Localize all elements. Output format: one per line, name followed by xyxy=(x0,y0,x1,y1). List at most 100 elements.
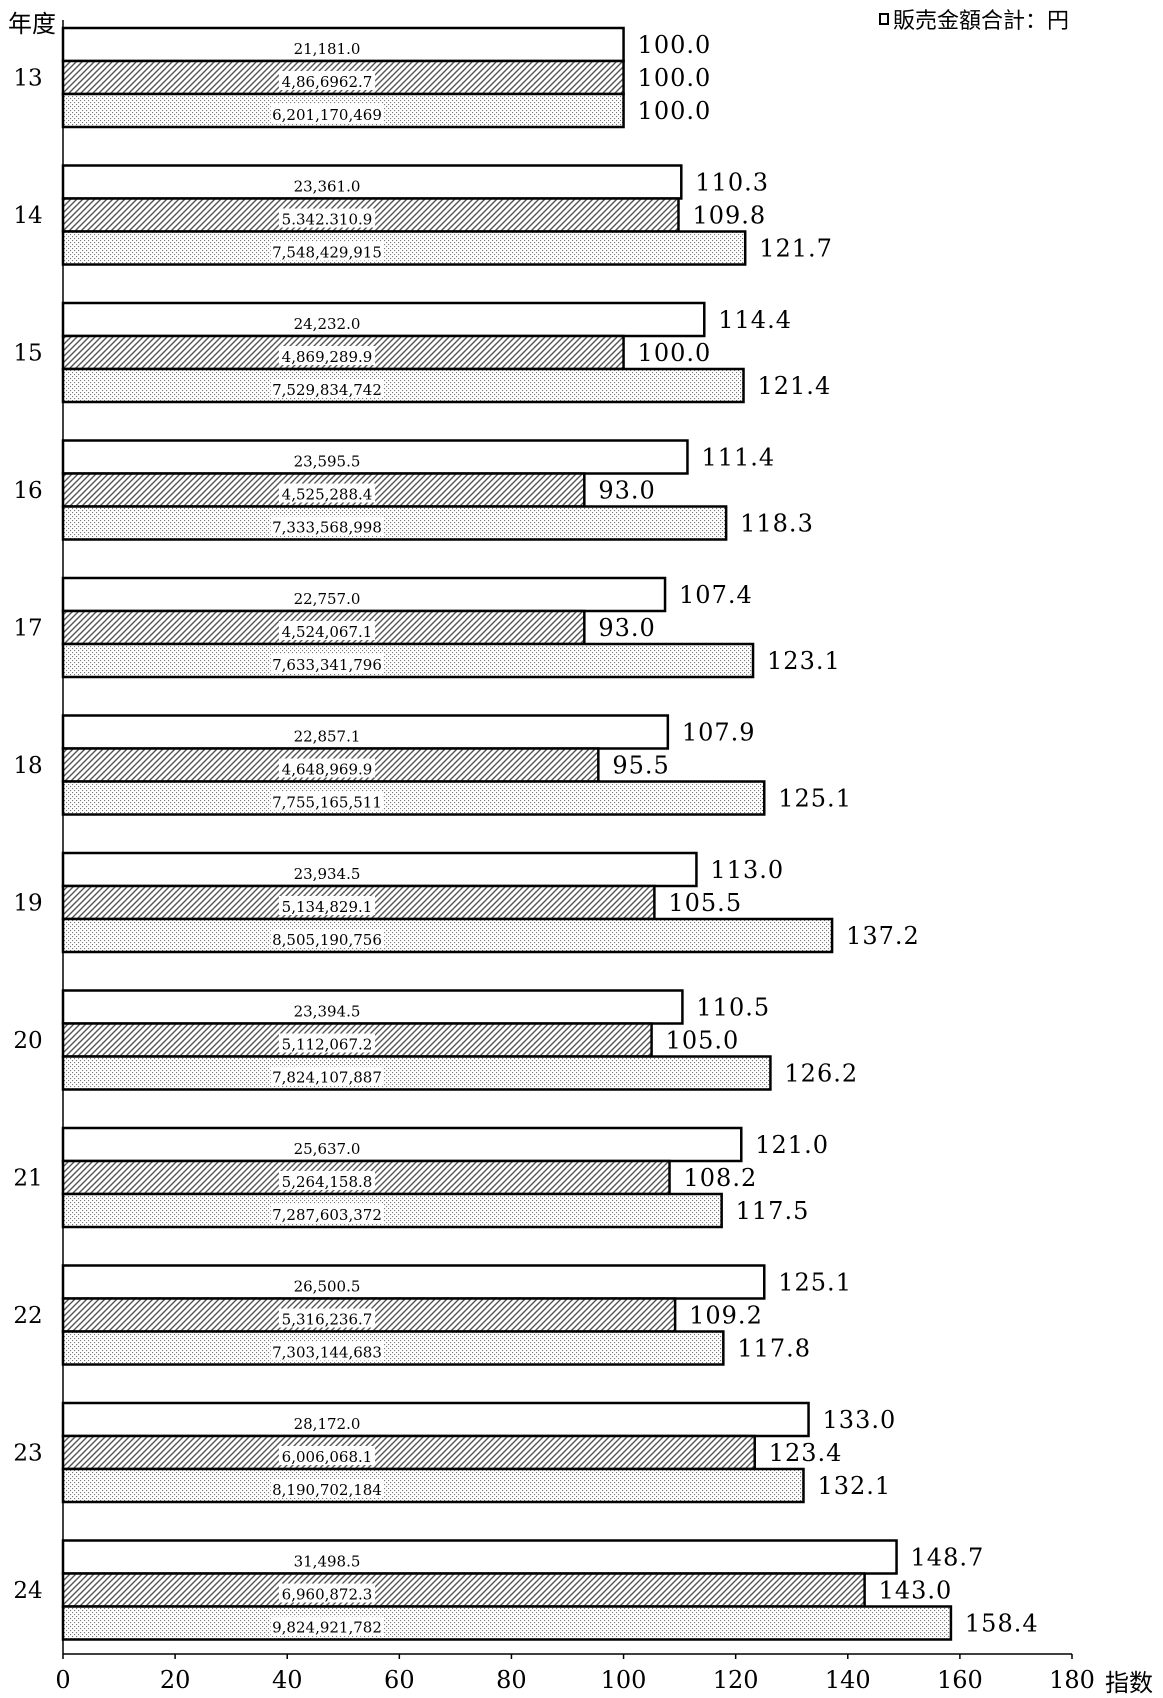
bar xyxy=(61,1401,810,1438)
y-tick-label: 22 xyxy=(13,1303,42,1329)
bar xyxy=(61,1192,723,1229)
bar-value-label: 107.9 xyxy=(682,719,756,747)
bar-inner-label: 7,303,144,683 xyxy=(272,1344,382,1362)
bar-value-label: 125.1 xyxy=(778,785,852,813)
bar-inner-label: 9,824,921,782 xyxy=(272,1619,382,1637)
data-label-background xyxy=(278,1308,376,1328)
data-label-background xyxy=(270,654,384,673)
bar-value-label: 93.0 xyxy=(598,614,655,642)
x-tick-label: 40 xyxy=(272,1666,303,1694)
bar-inner-label: 4,525,288.4 xyxy=(282,486,373,504)
bar-inner-label: 7,287,603,372 xyxy=(272,1206,382,1224)
bar xyxy=(61,576,667,613)
data-label-background xyxy=(291,1275,363,1295)
legend-label: 販売金額合計：円 xyxy=(893,9,1070,34)
x-tick-label: 160 xyxy=(937,1666,983,1694)
bar-value-label: 126.2 xyxy=(784,1060,858,1088)
bar-inner-label: 7,333,568,998 xyxy=(272,519,382,537)
data-label-background xyxy=(270,929,384,948)
y-tick-label: 14 xyxy=(13,203,42,229)
bar-inner-label: 7,824,107,887 xyxy=(272,1069,382,1087)
data-label-background xyxy=(270,1479,384,1498)
bar xyxy=(61,780,766,816)
legend: 販売金額合計：円 xyxy=(879,3,1069,35)
bar-value-label: 125.1 xyxy=(778,1269,852,1297)
bar xyxy=(61,1126,743,1163)
y-tick-label: 16 xyxy=(13,478,42,504)
data-label-background xyxy=(270,1616,384,1636)
bar-inner-label: 21,181.0 xyxy=(294,40,361,58)
bar-value-label: 158.4 xyxy=(965,1610,1039,1638)
bar-value-label: 110.3 xyxy=(695,169,769,197)
data-label-background xyxy=(270,379,384,398)
bar-inner-label: 6,960,872.3 xyxy=(282,1586,373,1604)
bar-value-label: 148.7 xyxy=(911,1544,985,1572)
data-label-background xyxy=(291,38,363,57)
legend-swatch xyxy=(879,13,889,25)
bar-inner-label: 5,112,067.2 xyxy=(282,1036,373,1054)
bar-inner-label: 4,86,6962.7 xyxy=(282,73,373,91)
data-label-background xyxy=(270,241,384,261)
bar-value-label: 105.0 xyxy=(666,1027,740,1055)
data-label-background xyxy=(291,1550,363,1570)
bar-value-label: 109.2 xyxy=(689,1302,763,1330)
y-tick-label: 21 xyxy=(13,1166,42,1192)
bar-inner-label: 23,394.5 xyxy=(294,1003,361,1021)
bar xyxy=(61,505,728,541)
data-label-background xyxy=(278,71,376,90)
data-label-background xyxy=(278,1171,376,1190)
data-label-background xyxy=(270,791,384,811)
bar-inner-label: 6,201,170,469 xyxy=(272,106,382,124)
bar-value-label: 117.5 xyxy=(736,1197,810,1225)
data-label-background xyxy=(278,1583,376,1603)
bar xyxy=(61,1264,766,1300)
bar-inner-label: 4,648,969.9 xyxy=(282,761,373,779)
bar-value-label: 111.4 xyxy=(701,444,775,472)
bar-inner-label: 6,006,068.1 xyxy=(282,1448,373,1466)
bar xyxy=(61,917,834,954)
y-tick-label: 18 xyxy=(13,753,42,779)
bar-inner-label: 26,500.5 xyxy=(294,1278,361,1296)
y-tick-label: 20 xyxy=(13,1028,42,1054)
bar-inner-label: 23,361.0 xyxy=(294,178,361,196)
bar xyxy=(61,989,684,1025)
bar-value-label: 110.5 xyxy=(696,994,770,1022)
bar-inner-label: 4,524,067.1 xyxy=(282,623,373,641)
bar xyxy=(61,230,747,266)
bar xyxy=(61,1605,953,1641)
bar xyxy=(61,714,670,750)
data-label-background xyxy=(278,1033,376,1053)
bar-value-label: 114.4 xyxy=(718,306,792,334)
bar xyxy=(61,439,689,475)
bar xyxy=(61,1055,772,1091)
bar-inner-label: 23,934.5 xyxy=(294,865,361,883)
bar-inner-label: 31,498.5 xyxy=(294,1553,361,1571)
x-tick-label: 140 xyxy=(825,1666,871,1694)
data-label-background xyxy=(278,483,376,503)
y-tick-label: 15 xyxy=(13,341,42,367)
bar-inner-label: 22,857.1 xyxy=(294,728,361,746)
bar-inner-label: 5,134,829.1 xyxy=(282,898,373,916)
data-label-background xyxy=(291,1413,363,1432)
bar-value-label: 93.0 xyxy=(598,477,655,505)
bar xyxy=(61,1330,725,1366)
bar-inner-label: 5,264,158.8 xyxy=(282,1173,373,1191)
bar xyxy=(61,301,706,338)
bar-inner-label: 5.342.310.9 xyxy=(282,211,373,229)
bar-value-label: 108.2 xyxy=(684,1164,758,1192)
x-tick-label: 20 xyxy=(160,1666,191,1694)
data-label-background xyxy=(270,516,384,536)
bar-value-label: 100.0 xyxy=(638,97,712,125)
y-tick-label: 13 xyxy=(13,66,42,92)
x-tick-label: 180 xyxy=(1049,1666,1095,1694)
bar-inner-label: 24,232.0 xyxy=(294,315,361,333)
data-label-background xyxy=(278,1446,376,1465)
bar-value-label: 117.8 xyxy=(737,1335,811,1363)
data-label-background xyxy=(291,588,363,607)
bar-value-label: 133.0 xyxy=(823,1406,897,1434)
bar xyxy=(61,1572,866,1608)
bar-inner-label: 22,757.0 xyxy=(294,590,361,608)
data-label-background xyxy=(278,346,376,365)
bar-value-label: 95.5 xyxy=(612,752,669,780)
